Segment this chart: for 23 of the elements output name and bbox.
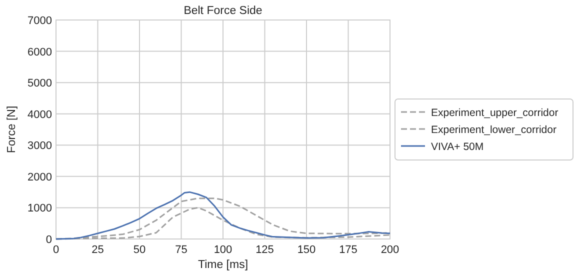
x-tick-label: 75	[175, 244, 188, 256]
y-tick-label: 1000	[28, 202, 52, 215]
x-axis-title: Time [ms]	[198, 259, 248, 271]
y-tick-label: 2000	[28, 171, 52, 184]
x-tick-label: 175	[339, 244, 358, 256]
x-tick-label: 150	[297, 244, 316, 256]
legend-label: Experiment_lower_corridor	[431, 124, 557, 136]
x-tick-label: 125	[256, 244, 274, 256]
x-tick-label: 25	[92, 244, 104, 256]
y-tick-label: 5000	[28, 78, 52, 90]
chart-title: Belt Force Side	[184, 5, 262, 17]
y-tick-label: 6000	[28, 46, 52, 58]
y-tick-label: 7000	[28, 15, 52, 27]
y-tick-label: 3000	[28, 140, 52, 152]
x-tick-label: 200	[380, 244, 400, 256]
x-tick-label: 100	[214, 244, 232, 256]
y-axis-title: Force [N]	[6, 106, 18, 154]
y-tick-label: 4000	[28, 108, 52, 121]
x-tick-label: 50	[133, 244, 146, 256]
legend-label: VIVA+ 50M	[431, 141, 484, 153]
x-tick-label: 0	[52, 244, 60, 256]
legend-label: Experiment_upper_corridor	[431, 107, 559, 119]
y-tick-label: 0	[46, 234, 52, 246]
